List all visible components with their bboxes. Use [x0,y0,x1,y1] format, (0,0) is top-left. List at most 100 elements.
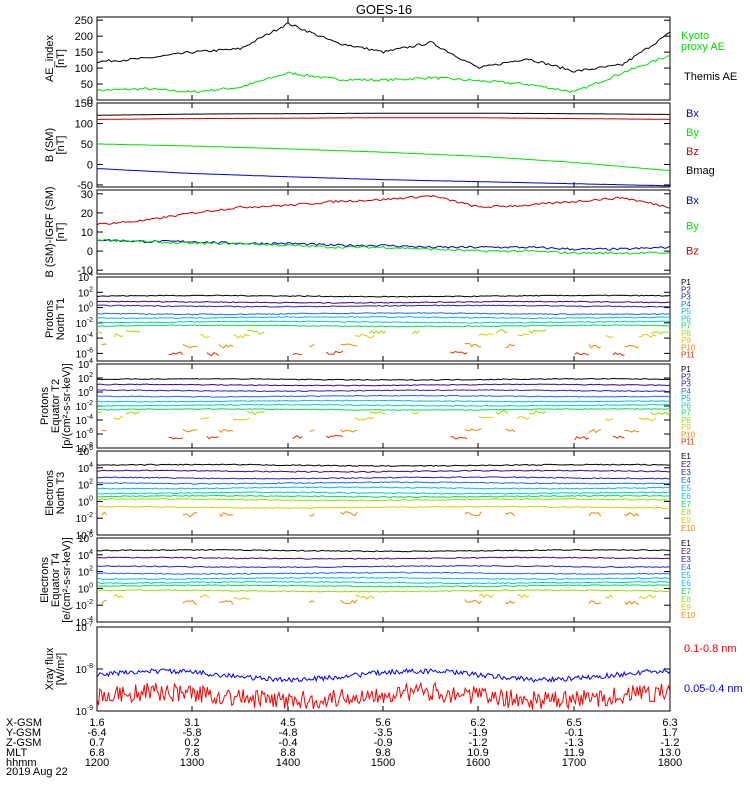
channel-line-p2 [97,300,670,304]
orbit-row-label: Z-GSM [6,737,41,749]
legend-entry-e5: E5 [681,571,691,580]
legend-entry-e5: E5 [681,484,691,493]
y-axis-label: [nT] [55,223,67,242]
channel-line-e8 [97,589,670,593]
channel-line-e7 [97,584,670,588]
channel-line-p7 [97,407,670,411]
y-tick-label: 100 [78,495,93,508]
y-tick-label: 10-2 [76,317,93,330]
y-tick-label: 250 [75,15,93,27]
orbit-value: -1.2 [661,737,680,749]
y-tick-label: 102 [78,286,93,299]
orbit-row-label: Y-GSM [6,727,41,739]
channel-line-p5 [97,315,670,320]
series-line-bx [97,168,670,187]
y-tick-label: 102 [78,479,93,492]
orbit-value: 1.6 [89,717,104,729]
orbit-table: X-GSM 1.6 3.1 4.5 5.6 6.2 6.5 6.3 Y-GSM -6.4 -5.8 -… [6,717,682,769]
legend-entry: By [686,220,699,232]
channel-line-e9 [113,593,657,600]
legend-entry-p8: P8 [681,329,691,338]
orbit-value: -0.1 [565,727,584,739]
orbit-value: -4.8 [279,727,298,739]
legend-entry: Kyoto [681,30,709,42]
panel-frame [96,276,671,362]
orbit-value: 1.7 [662,727,677,739]
channel-line-e8 [97,498,670,502]
channel-line-p4 [97,394,670,398]
plot-area [97,195,670,255]
legend-entry-e3: E3 [681,468,691,477]
legend-entry-p10: P10 [681,343,696,352]
plot-area [97,463,670,518]
legend-entry-p3: P3 [681,293,691,302]
orbit-value: -0.4 [279,737,298,749]
y-tick-label: 104 [78,271,93,284]
orbit-value: 6.2 [470,717,485,729]
orbit-value: 1300 [180,757,204,769]
series-line-by [97,143,670,172]
channel-line-p11 [168,434,625,441]
panel-3: -10 0 10 20 30 B (SM)-IGRF (SM) [nT] Bx By Bz [44,186,699,277]
y-tick-label: 102 [78,566,93,579]
legend-entry: By [686,127,699,139]
channel-line-p1 [97,294,670,298]
legend-entry: Bx [686,108,699,120]
series-line-bz [97,195,670,226]
orbit-value: -6.4 [88,727,107,739]
channel-line-e4 [97,481,670,485]
y-tick-label: 200 [75,31,93,43]
channel-line-e10 [101,599,640,606]
legend-entry: Bx [686,195,699,207]
plot-area [97,667,670,711]
channel-line-p1 [97,377,670,381]
y-tick-label: 10-2 [76,400,93,413]
legend-entry-p4: P4 [681,387,691,396]
channel-line-e1 [97,548,670,553]
panel-frame [96,102,671,188]
series-line-kyoto-proxy-ae [97,55,670,94]
y-axis-label: North T3 [55,472,67,515]
y-tick-label: 0 [87,246,93,258]
orbit-value: -5.8 [183,727,202,739]
orbit-value: 0.7 [89,737,104,749]
y-axis-label: Electrons [39,557,51,603]
orbit-value: 8.8 [280,747,295,759]
legend-entry-e7: E7 [681,587,691,596]
y-axis-label: North T1 [55,298,67,341]
plot-area [97,548,670,606]
y-tick-label: 10-6 [76,428,93,441]
legend-entry-p1: P1 [681,365,691,374]
channel-line-p7 [97,324,670,328]
legend-entry-p7: P7 [681,409,691,418]
legend-entry-e8: E8 [681,508,691,517]
legend-entry-p2: P2 [681,285,691,294]
channel-line-e1 [97,463,670,467]
y-tick-label: 0 [87,95,93,107]
orbit-value: 4.5 [280,717,295,729]
series-line-bz [97,117,670,120]
y-tick-label: 10 [81,227,93,239]
orbit-row-label: MLT [6,747,27,759]
legend-entry-e2: E2 [681,547,691,556]
legend-entry-e3: E3 [681,555,691,564]
channel-line-p10 [101,342,640,349]
orbit-value: 6.3 [662,717,677,729]
y-tick-label: 102 [78,372,93,385]
channel-line-p9 [113,333,656,339]
channel-line-p9 [113,416,657,422]
channel-line-e3 [97,476,670,480]
legend-entry: 0.05-0.4 nm [684,683,743,695]
y-axis-label: Protons [39,387,51,425]
channel-line-e4 [97,571,670,575]
orbit-value: 13.0 [659,747,680,759]
y-tick-label: 100 [78,302,93,315]
legend-entry-e9: E9 [681,603,691,612]
y-tick-label: 150 [75,47,93,59]
plot-area [97,294,670,357]
legend-entry: Bmag [686,165,715,177]
channel-line-e6 [97,491,670,495]
legend-entry-p6: P6 [681,401,691,410]
plot-area [97,21,670,94]
